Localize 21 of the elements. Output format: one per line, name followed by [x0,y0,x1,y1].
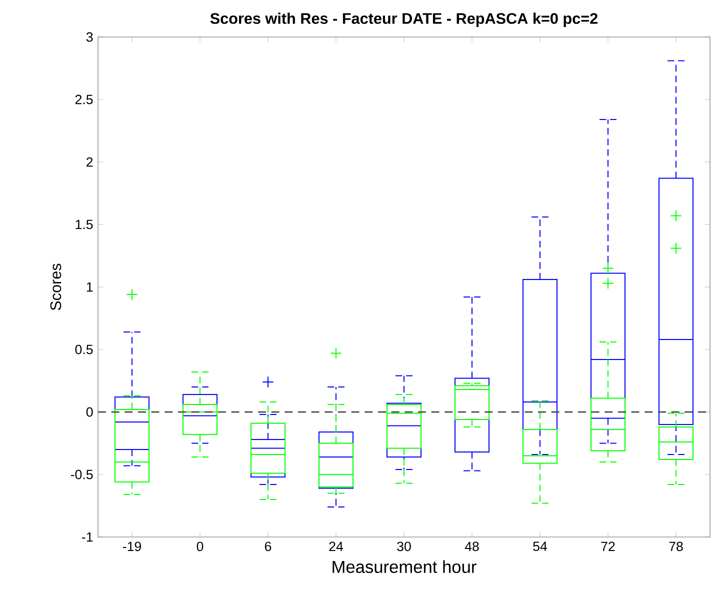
y-tick-label: 0 [86,407,93,417]
x-tick-label: 6 [264,542,272,552]
y-tick-label: 2.5 [75,94,93,104]
x-axis-title: Measurement hour [332,560,476,574]
x-tick-label: -19 [122,542,142,552]
y-tick-label: 1 [86,282,93,292]
x-tick-label: 78 [669,542,683,552]
x-tick-label: 48 [464,542,479,552]
x-tick-label: 24 [329,542,344,552]
x-tick-label: 30 [397,542,411,552]
y-tick-label: 3 [86,32,93,42]
x-tick-label: 72 [601,542,615,552]
x-tick-label: 54 [533,542,548,552]
y-tick-label: -0.5 [70,470,93,480]
y-tick-label: -1 [82,532,93,542]
y-tick-label: 0.5 [75,344,93,354]
chart-title: Scores with Res - Facteur DATE - RepASCA k=0 pc=2 [210,12,598,27]
y-tick-label: 1.5 [76,220,93,230]
y-axis-title: Scores [50,264,62,310]
x-tick-label: 0 [196,542,204,552]
y-tick-label: 2 [86,157,93,167]
